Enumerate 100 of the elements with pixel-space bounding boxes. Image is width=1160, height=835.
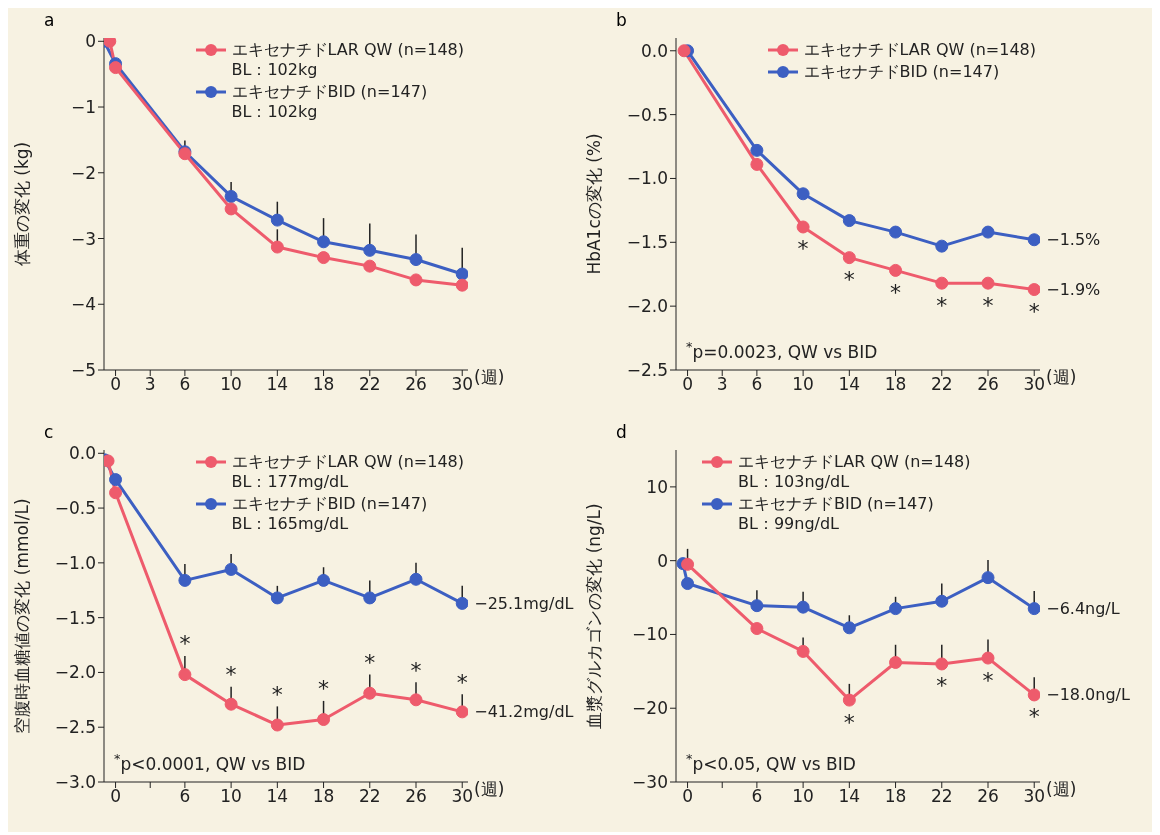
x-tick-label: 14	[266, 786, 289, 807]
x-tick-label: 30	[1023, 374, 1046, 395]
y-tick-label: −2.5	[626, 360, 668, 381]
y-tick-label: −2	[70, 162, 96, 183]
annotation: −1.5%	[1046, 230, 1101, 250]
annotation: *	[318, 676, 330, 702]
x-axis-title: (週)	[1046, 367, 1077, 388]
annotation: *	[797, 236, 809, 262]
x-tick-label: 26	[977, 374, 999, 395]
annotation: *	[890, 279, 902, 305]
annotation: *	[1028, 704, 1040, 730]
x-tick-label: 6	[179, 786, 191, 807]
y-tick-label: 0	[657, 550, 668, 571]
annotation: −41.2mg/dL	[474, 702, 574, 722]
x-tick-label: 0	[110, 374, 121, 395]
x-tick-label: 10	[220, 786, 242, 807]
annotation: *	[364, 650, 376, 676]
chart-title: c	[44, 422, 54, 442]
y-tick-label: −1.5	[54, 607, 96, 628]
y-tick-label: −2.0	[626, 296, 668, 317]
legend-label: エキセナチドBID (n=147) BL：102kg	[231, 82, 428, 122]
chart-title: a	[44, 10, 55, 30]
y-tick-label: 10	[646, 476, 668, 497]
y-tick-label: −0.5	[54, 498, 96, 519]
y-axis-title: 体重の変化 (kg)	[12, 141, 33, 267]
y-axis-title: HbA1cの変化 (%)	[584, 133, 605, 275]
annotation: $^{*}$p<0.05, QW vs BID	[686, 750, 856, 774]
x-tick-label: 6	[751, 374, 763, 395]
x-tick-label: 10	[220, 374, 242, 395]
legend-label: エキセナチドLAR QW (n=148) BL：103ng/dL	[738, 452, 971, 492]
y-tick-label: −1	[70, 97, 96, 118]
annotation: $^{*}$p<0.0001, QW vs BID	[114, 750, 306, 774]
y-axis-title: 空腹時血糖値の変化 (mmol/L)	[12, 498, 33, 734]
y-tick-label: −30	[632, 772, 668, 793]
x-tick-label: 30	[451, 786, 474, 807]
annotation: *	[843, 709, 855, 735]
legend-label: エキセナチドBID (n=147) BL：99ng/dL	[738, 494, 934, 534]
chart-title: b	[616, 10, 627, 30]
x-tick-label: 22	[358, 786, 381, 807]
legend-label: エキセナチドBID (n=147)	[803, 62, 1000, 82]
x-tick-label: 0	[682, 374, 693, 395]
y-axis-title: 血漿グルカゴンの変化 (ng/L)	[584, 503, 605, 729]
x-tick-label: 14	[838, 786, 861, 807]
annotation: *	[982, 667, 994, 693]
x-tick-label: 0	[682, 786, 693, 807]
y-tick-label: −2.0	[54, 662, 96, 683]
x-tick-label: 22	[930, 374, 953, 395]
x-tick-label: 10	[792, 374, 814, 395]
x-tick-label: 22	[930, 786, 953, 807]
y-tick-label: 0.0	[640, 40, 668, 61]
annotation: *	[982, 292, 994, 318]
annotation: $^{*}$p=0.0023, QW vs BID	[686, 338, 878, 362]
annotation: −6.4ng/L	[1046, 599, 1120, 619]
annotation: *	[843, 267, 855, 293]
x-tick-label: 6	[179, 374, 191, 395]
x-tick-label: 3	[716, 374, 728, 395]
y-tick-label: −20	[632, 698, 668, 719]
annotation: *	[456, 669, 468, 695]
x-tick-label: 26	[405, 374, 427, 395]
y-tick-label: −3.0	[54, 772, 96, 793]
y-tick-label: −0.5	[626, 104, 668, 125]
legend-label: エキセナチドLAR QW (n=148) BL：102kg	[231, 40, 464, 80]
annotation: *	[936, 292, 948, 318]
y-tick-label: −1.0	[54, 552, 96, 573]
annotation: *	[1028, 299, 1040, 325]
annotation: *	[410, 657, 422, 683]
x-tick-label: 0	[110, 786, 121, 807]
x-axis-title: (週)	[474, 367, 505, 388]
y-tick-label: −5	[70, 360, 96, 381]
y-tick-label: −3	[70, 228, 96, 249]
x-tick-label: 30	[451, 374, 474, 395]
x-tick-label: 18	[312, 374, 335, 395]
x-tick-label: 14	[266, 374, 289, 395]
x-tick-label: 18	[312, 786, 335, 807]
annotation: −18.0ng/L	[1046, 685, 1130, 705]
annotation: *	[271, 681, 283, 707]
y-tick-label: −10	[632, 624, 668, 645]
y-tick-label: 0	[85, 31, 96, 52]
annotation: *	[936, 673, 948, 699]
x-tick-label: 22	[358, 374, 381, 395]
annotation: −25.1mg/dL	[474, 593, 574, 613]
annotation: *	[179, 631, 191, 657]
y-tick-label: −1.0	[626, 168, 668, 189]
y-tick-label: −2.5	[54, 717, 96, 738]
annotation: *	[225, 662, 237, 688]
x-tick-label: 26	[405, 786, 427, 807]
x-tick-label: 14	[838, 374, 861, 395]
y-tick-label: 0.0	[68, 443, 96, 464]
x-tick-label: 18	[884, 374, 907, 395]
y-tick-label: −1.5	[626, 232, 668, 253]
legend-label: エキセナチドBID (n=147) BL：165mg/dL	[231, 494, 428, 534]
legend-label: エキセナチドLAR QW (n=148)	[803, 40, 1036, 60]
x-tick-label: 6	[751, 786, 763, 807]
x-tick-label: 3	[144, 374, 156, 395]
annotation: −1.9%	[1046, 280, 1101, 300]
chart-title: d	[616, 422, 627, 442]
legend-label: エキセナチドLAR QW (n=148) BL：177mg/dL	[231, 452, 464, 492]
x-axis-title: (週)	[474, 779, 505, 800]
x-tick-label: 30	[1023, 786, 1046, 807]
y-tick-label: −4	[70, 294, 96, 315]
